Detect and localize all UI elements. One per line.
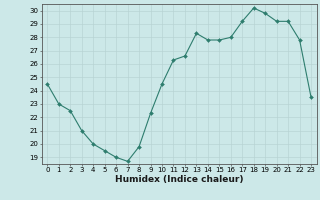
X-axis label: Humidex (Indice chaleur): Humidex (Indice chaleur) xyxy=(115,175,244,184)
